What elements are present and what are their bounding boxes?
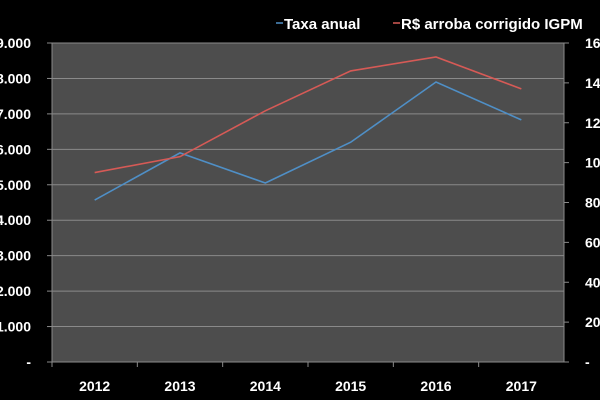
right-tick-label: 120 — [585, 115, 600, 131]
right-tick-label: 60 — [585, 234, 600, 250]
right-tick-label: 20 — [585, 314, 600, 330]
left-tick-label: 6.000 — [0, 141, 31, 157]
right-tick-label: 100 — [585, 155, 600, 171]
series-line-1 — [94, 56, 522, 174]
legend-label-arroba: R$ arroba corrigido IGPM — [401, 16, 583, 33]
right-tick-label: 80 — [585, 195, 600, 211]
left-tick-label: 1.000 — [0, 319, 31, 335]
right-tick-label: 40 — [585, 274, 600, 290]
x-tick-label: 2015 — [335, 378, 366, 394]
left-tick-label: 2.000 — [0, 283, 31, 299]
series-line-0 — [94, 81, 522, 201]
left-tick-label: 3.000 — [0, 248, 31, 264]
right-tick-label: - — [585, 354, 590, 370]
right-tick-label: 140 — [585, 75, 600, 91]
left-tick-label: 4.000 — [0, 212, 31, 228]
legend: Taxa anual R$ arroba corrigido IGPM — [276, 16, 583, 33]
left-tick-label: - — [26, 354, 31, 370]
plot-area — [52, 43, 564, 362]
x-tick-label: 2017 — [506, 378, 537, 394]
right-tick-label: 160 — [585, 35, 600, 51]
x-tick-label: 2016 — [420, 378, 451, 394]
legend-label-taxa-anual: Taxa anual — [284, 16, 360, 33]
left-tick-label: 8.000 — [0, 70, 31, 86]
x-tick-label: 2014 — [250, 378, 281, 394]
left-tick-label: 9.000 — [0, 35, 31, 51]
left-tick-label: 7.000 — [0, 106, 31, 122]
left-tick-label: 5.000 — [0, 177, 31, 193]
x-tick-label: 2013 — [164, 378, 195, 394]
x-tick-label: 2012 — [79, 378, 110, 394]
